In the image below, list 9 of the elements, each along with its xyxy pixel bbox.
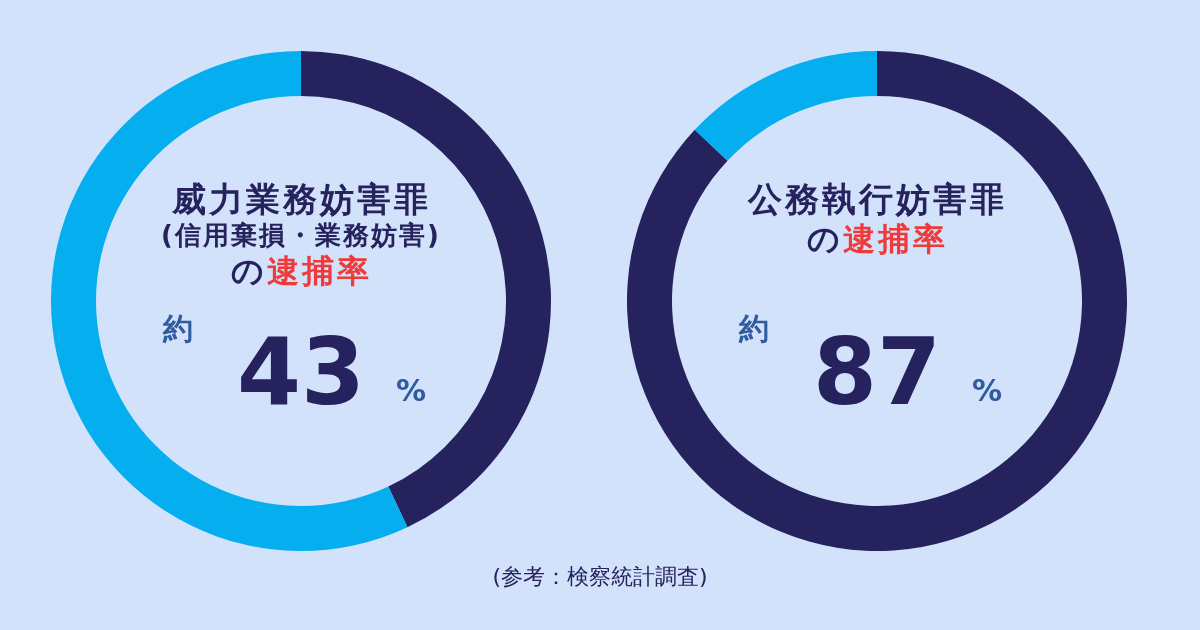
text: 公務執行妨害罪 [746, 179, 1008, 221]
text: の逮捕率 [806, 220, 948, 259]
donut-slice [694, 51, 877, 161]
text: 約 87 % [739, 311, 1003, 426]
text: 約 43 % [163, 311, 427, 426]
text: の逮捕率 [230, 252, 372, 291]
donut-slice [627, 51, 1127, 551]
text: 威力業務妨害罪 (信用棄損・業務妨害) [160, 179, 442, 253]
text: (参考：検察統計調査) [491, 563, 709, 591]
